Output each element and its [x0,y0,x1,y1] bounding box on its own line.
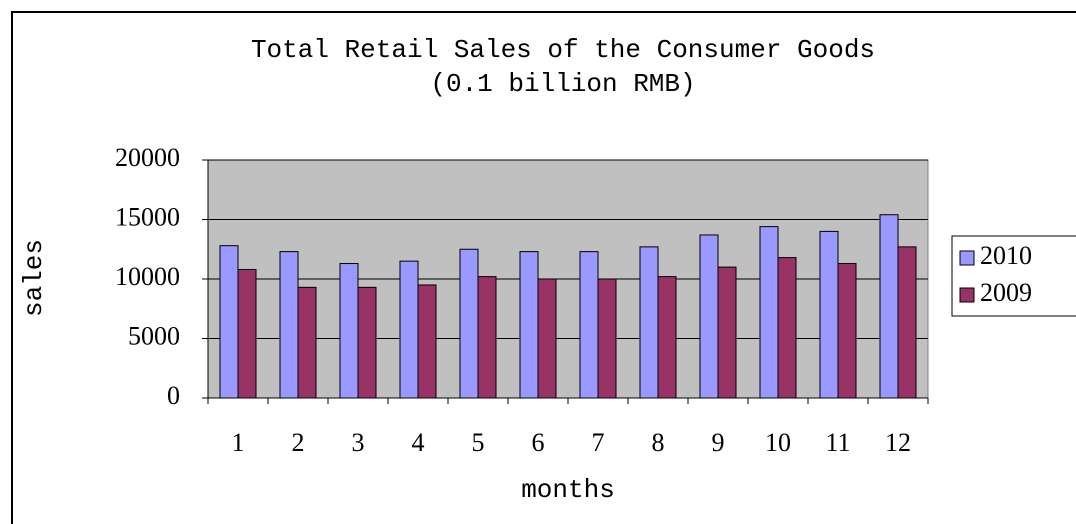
bar [237,268,257,399]
x-tick-label: 8 [652,428,665,457]
y-tick-label: 15000 [115,202,180,231]
bar [537,278,557,399]
bar [459,248,479,399]
bar [717,266,737,399]
bar [477,276,497,399]
bar [657,276,677,399]
bar [879,214,899,399]
y-tick-label: 20000 [115,143,180,172]
bar [279,251,299,399]
x-tick-label: 1 [232,428,245,457]
x-axis-label: months [521,475,615,505]
x-tick-label: 6 [532,428,545,457]
bar [639,246,659,399]
legend-swatch [959,250,975,266]
bar [579,251,599,399]
x-tick-label: 7 [592,428,605,457]
bar [597,278,617,399]
legend-label: 2009 [980,278,1032,307]
bar [219,245,239,399]
x-tick-label: 11 [825,428,850,457]
legend-swatch [959,287,975,303]
bar [759,226,779,399]
y-tick-label: 5000 [128,321,180,350]
bar [897,246,917,399]
legend-box [951,235,1076,317]
bar [339,263,359,399]
bar [357,286,377,399]
x-tick-label: 12 [885,428,911,457]
bar [297,286,317,399]
y-tick-label: 10000 [115,262,180,291]
chart-title: Total Retail Sales of the Consumer Goods [251,35,875,65]
chart-subtitle: (0.1 billion RMB) [430,69,695,99]
x-tick-label: 9 [712,428,725,457]
bar [519,251,539,399]
bar [699,234,719,399]
x-tick-label: 2 [292,428,305,457]
x-tick-label: 3 [352,428,365,457]
bar [837,263,857,399]
bar [819,230,839,399]
bar [399,260,419,399]
x-tick-label: 5 [472,428,485,457]
bar [417,284,437,399]
legend-label: 2010 [980,241,1032,270]
bar [777,257,797,399]
y-axis-label: sales [19,239,49,317]
x-tick-label: 4 [412,428,425,457]
y-tick-label: 0 [167,381,180,410]
x-tick-label: 10 [765,428,791,457]
